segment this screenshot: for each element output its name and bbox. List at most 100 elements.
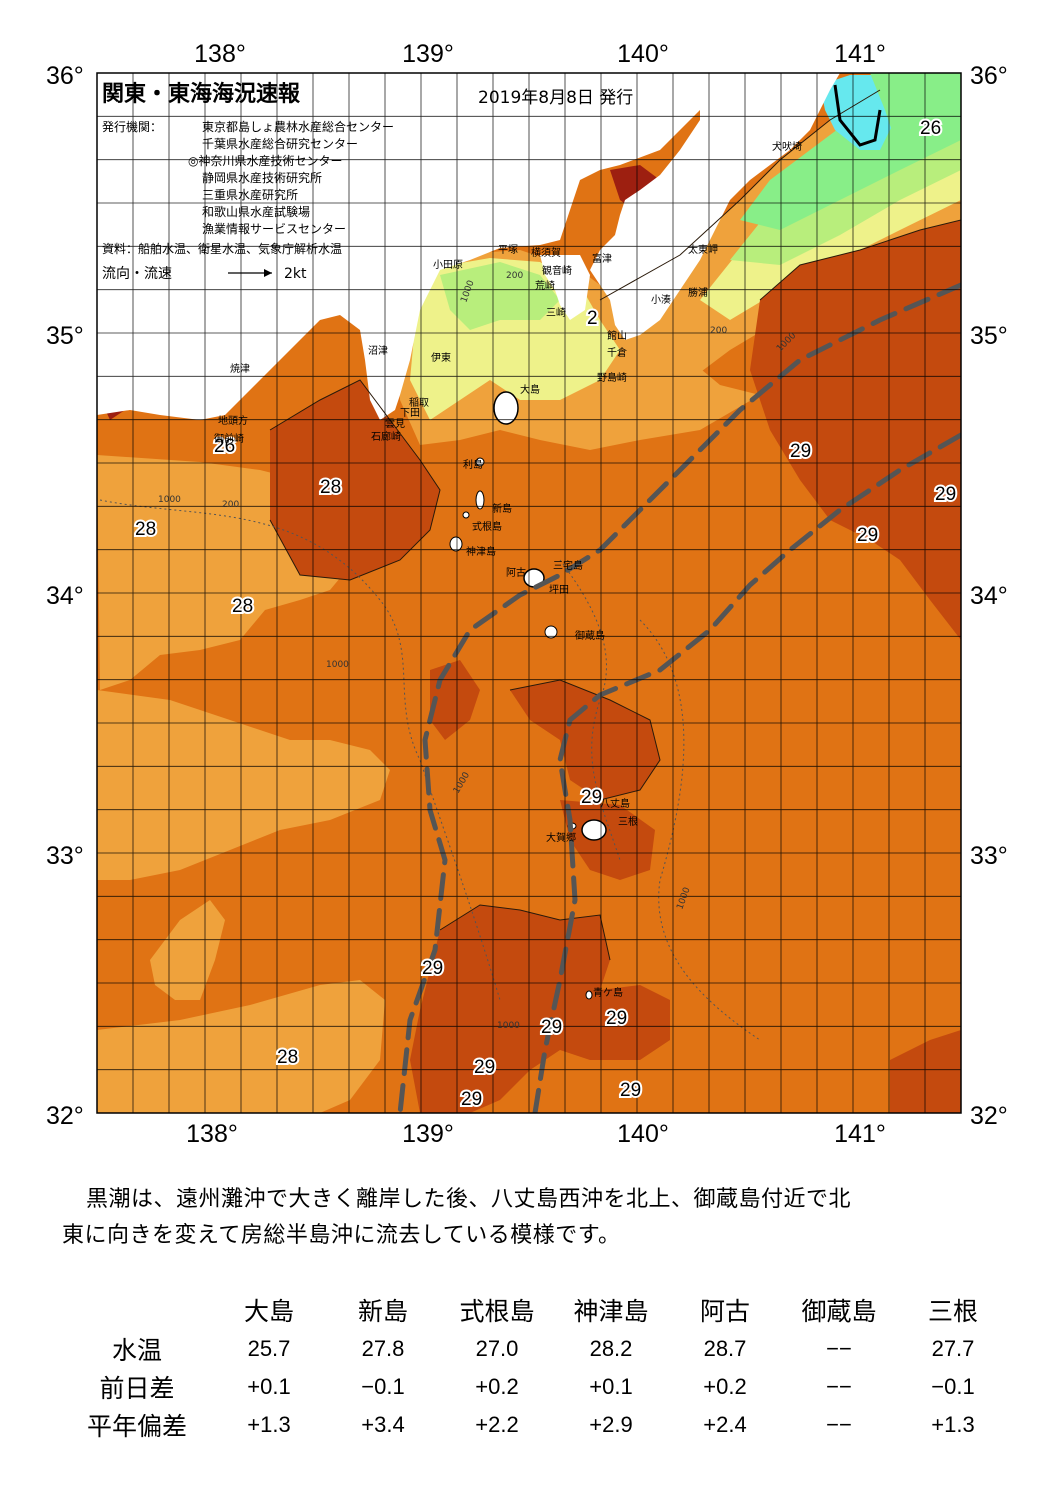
place-label: 青ケ島 <box>593 986 623 999</box>
left-axis-labels: 36° 35° 34° 33° 32° <box>46 62 84 1130</box>
table-cell: +0.1 <box>247 1374 291 1399</box>
situation-summary: 黒潮は、遠州灘沖で大きく離岸した後、八丈島西沖を北上、御蔵島付近で北 東に向きを… <box>62 1182 1022 1254</box>
lon-label-139-bottom: 139° <box>402 1120 454 1148</box>
table-cell: +2.2 <box>475 1412 519 1437</box>
flow-arrow-icon <box>228 269 272 277</box>
row-label: 水温 <box>111 1336 162 1365</box>
island-temperature-table: 大島 新島 式根島 神津島 阿古 御蔵島 三根 水温 25.7 27.8 27.… <box>62 1290 1010 1444</box>
depth-label: 200 <box>710 326 727 336</box>
lat-label-33-left: 33° <box>46 842 84 870</box>
issuer-2: ◎神奈川県水産技術センター <box>188 153 342 168</box>
place-label: 坪田 <box>549 583 569 596</box>
table-cell: +1.3 <box>931 1412 975 1437</box>
station-header: 三根 <box>927 1297 978 1326</box>
place-label: 横須賀 <box>531 246 561 259</box>
table-cell: +2.9 <box>589 1412 633 1437</box>
place-label: 三崎 <box>546 306 566 319</box>
place-label: 地頭方 <box>218 414 248 427</box>
bottom-axis-labels: 138° 139° 140° 141° <box>186 1120 886 1148</box>
table-cell: −− <box>826 1412 852 1437</box>
place-label: 御前崎 <box>214 432 244 445</box>
table-cell: 27.8 <box>361 1336 405 1361</box>
station-header: 阿古 <box>699 1297 750 1326</box>
table-cell: 28.7 <box>703 1336 747 1361</box>
flow-legend-label: 流向・流速 <box>102 266 172 282</box>
table-cell: +2.4 <box>703 1412 747 1437</box>
temp-label: 29 <box>581 787 602 808</box>
lon-label-138: 138° <box>194 40 246 68</box>
temp-label: 29 <box>461 1089 482 1110</box>
place-label: 富津 <box>592 252 612 265</box>
station-header: 式根島 <box>459 1297 535 1326</box>
place-label: 大島 <box>520 383 540 396</box>
table-cell: 28.2 <box>589 1336 633 1361</box>
table-cell: 27.7 <box>931 1336 975 1361</box>
depth-label: 1000 <box>326 660 349 670</box>
lat-label-36-left: 36° <box>46 62 84 90</box>
table-cell: 27.0 <box>475 1336 519 1361</box>
table-header-row: 大島 新島 式根島 神津島 阿古 御蔵島 三根 <box>62 1290 1010 1330</box>
issuer-5: 和歌山県水産試験場 <box>202 204 310 219</box>
temp-label: 29 <box>620 1080 641 1101</box>
place-names: 犬吠埼 太東岬 勝浦 小湊 館山 千倉 野島崎 富津 横須賀 観音崎 荒崎 三崎… <box>214 140 802 999</box>
place-label: 三根 <box>618 815 638 828</box>
place-label: 野島崎 <box>597 371 627 384</box>
place-label: 小田原 <box>433 259 463 271</box>
table-corner <box>62 1290 212 1330</box>
table-cell: −− <box>826 1336 852 1361</box>
table-row: 前日差 +0.1 −0.1 +0.2 +0.1 +0.2 −− −0.1 <box>62 1368 1010 1406</box>
issuer-1: 千葉県水産総合研究センター <box>202 136 358 151</box>
table-cell: −0.1 <box>361 1374 405 1399</box>
station-header: 神津島 <box>573 1297 649 1326</box>
temp-label: 28 <box>277 1047 298 1068</box>
issuer-6: 漁業情報サービスセンター <box>202 222 346 236</box>
lon-label-140: 140° <box>617 40 669 68</box>
lon-label-141-bottom: 141° <box>834 1120 886 1148</box>
lat-label-32-right: 32° <box>970 1102 1008 1130</box>
place-label: 犬吠埼 <box>772 140 802 153</box>
station-header: 御蔵島 <box>801 1297 877 1326</box>
place-label: 稲取 <box>409 397 429 409</box>
place-label: 石廊崎 <box>371 430 401 443</box>
place-label: 八丈島 <box>600 797 630 810</box>
place-label: 館山 <box>607 329 627 342</box>
temp-label: 29 <box>422 958 443 979</box>
table-cell: 25.7 <box>247 1336 291 1361</box>
map-title: 関東・東海海況速報 <box>102 81 301 107</box>
table-cell: +1.3 <box>247 1412 291 1437</box>
summary-line-2: 東に向きを変えて房総半島沖に流去している模様です。 <box>62 1223 621 1248</box>
place-label: 新島 <box>492 502 512 515</box>
temp-label: 29 <box>790 441 811 462</box>
place-label: 神津島 <box>466 545 496 558</box>
temp-label: 28 <box>320 477 341 498</box>
table-cell: +0.2 <box>475 1374 519 1399</box>
depth-label: 200 <box>222 500 239 510</box>
temp-label: 29 <box>541 1017 562 1038</box>
temp-label: 29 <box>857 525 878 546</box>
map-grid <box>97 73 961 1113</box>
depth-label: 1000 <box>158 495 181 505</box>
table-cell: +0.2 <box>703 1374 747 1399</box>
lat-label-33-right: 33° <box>970 842 1008 870</box>
table-cell: −0.1 <box>931 1374 975 1399</box>
isotherm-labels: 26 29 29 29 28 28 28 26 29 29 29 29 29 2… <box>133 116 958 1112</box>
issue-date: 2019年8月8日 発行 <box>478 88 633 108</box>
lat-label-35-left: 35° <box>46 322 84 350</box>
place-label: 利島 <box>463 458 483 471</box>
temp-label: 29 <box>935 484 956 505</box>
place-label: 勝浦 <box>688 286 708 299</box>
right-axis-labels: 36° 35° 34° 33° 32° <box>970 62 1008 1130</box>
depth-label: 1000 <box>497 1021 520 1031</box>
lat-label-35-right: 35° <box>970 322 1008 350</box>
lon-label-138-bottom: 138° <box>186 1120 238 1148</box>
temp-label: 2 <box>587 308 598 329</box>
place-label: 御蔵島 <box>575 629 605 642</box>
issuer-label: 発行機関： <box>102 119 162 134</box>
temp-label: 26 <box>920 118 941 139</box>
lon-label-139: 139° <box>402 40 454 68</box>
table-cell: +3.4 <box>361 1412 405 1437</box>
place-label: 荒崎 <box>535 279 555 292</box>
place-label: 千倉 <box>607 346 627 359</box>
place-label: 三宅島 <box>553 559 583 572</box>
place-label: 沼津 <box>368 344 388 357</box>
